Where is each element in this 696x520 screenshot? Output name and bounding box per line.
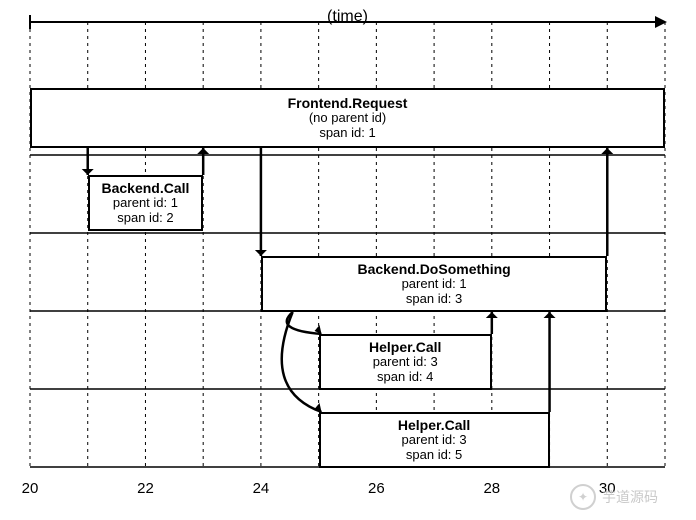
diagram-svg-overlay (0, 0, 696, 520)
watermark: ✦ 芋道源码 (570, 484, 658, 510)
tick-label: 22 (137, 480, 154, 497)
watermark-icon: ✦ (570, 484, 596, 510)
watermark-text: 芋道源码 (602, 487, 658, 507)
tick-label: 20 (22, 480, 39, 497)
tick-label: 26 (368, 480, 385, 497)
tick-label: 28 (483, 480, 500, 497)
trace-diagram: Frontend.Request(no parent id)span id: 1… (0, 0, 696, 520)
time-axis-label: (time) (327, 8, 368, 26)
tick-label: 24 (253, 480, 270, 497)
